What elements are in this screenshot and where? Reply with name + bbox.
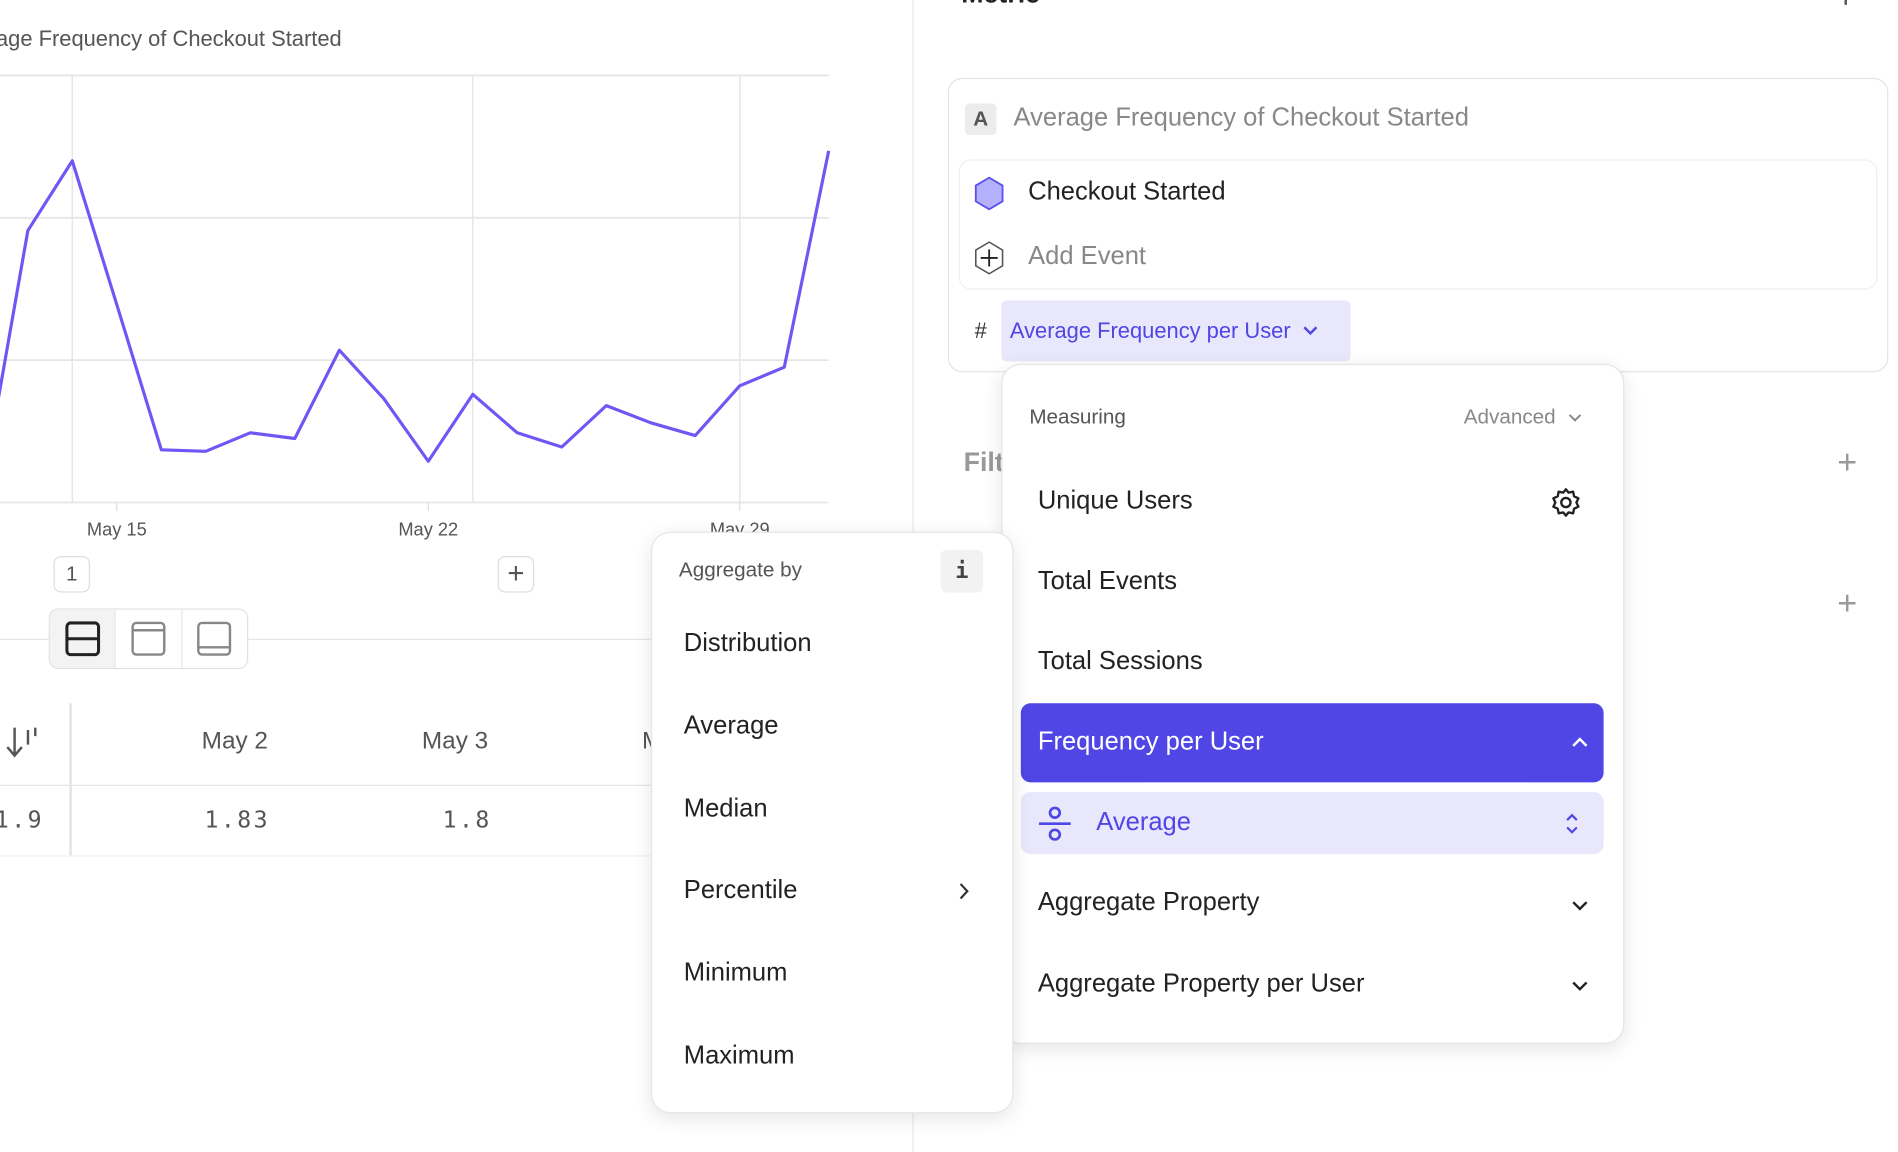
advanced-toggle[interactable]: Advanced (1464, 405, 1582, 429)
aggregation-select-label: Average (1096, 807, 1191, 836)
advanced-label: Advanced (1463, 405, 1556, 429)
menu-item-total-sessions[interactable]: Total Sessions (1037, 647, 1203, 676)
table-cell: 1.9 (0, 806, 45, 834)
add-event-button[interactable]: Add Event (1028, 242, 1147, 271)
layout-split-button[interactable] (49, 609, 116, 668)
metric-letter-badge: A (964, 103, 997, 136)
table-cell: 1.83 (204, 806, 270, 834)
panel-heading: Metric (961, 0, 1040, 10)
info-button[interactable]: i (940, 549, 984, 593)
numeric-icon: # (974, 318, 987, 344)
chevron-up-icon (1572, 737, 1588, 747)
event-item-checkout-started[interactable]: Checkout Started (1028, 177, 1226, 206)
aggregate-item-percentile[interactable]: Percentile (683, 876, 798, 905)
sort-descending-icon (6, 727, 37, 758)
sort-button[interactable] (5, 725, 42, 765)
event-list (958, 159, 1878, 290)
column-header[interactable]: May 3 (421, 727, 489, 755)
menu-item-aggregate-property-per-user[interactable]: Aggregate Property per User (1037, 969, 1365, 998)
info-icon: i (955, 558, 969, 585)
measuring-header: Measuring (1029, 405, 1126, 429)
layout-top-button[interactable] (116, 609, 183, 668)
page-number-button[interactable]: 1 (53, 556, 91, 593)
add-button[interactable]: + (497, 556, 535, 593)
up-down-chevron-icon (1566, 813, 1578, 834)
aggregate-item-maximum[interactable]: Maximum (683, 1041, 795, 1070)
event-hexagon-icon (974, 176, 1004, 211)
chevron-right-icon (959, 883, 969, 900)
measure-dropdown[interactable]: Average Frequency per User (1001, 300, 1351, 362)
table-cell: 1.8 (442, 806, 492, 834)
collapse-icon[interactable] (1844, 0, 1847, 5)
split-layout-icon (64, 621, 100, 657)
aggregate-by-menu (650, 531, 1014, 1114)
column-header[interactable]: May 2 (201, 727, 268, 755)
chevron-down-icon (1572, 981, 1588, 991)
menu-item-frequency-label: Frequency per User (1037, 727, 1264, 756)
add-event-icon[interactable] (973, 241, 1005, 275)
add-filter-button[interactable]: + (1837, 442, 1858, 481)
x-tick-label: May 22 (398, 519, 459, 541)
layout-toggle (48, 608, 249, 670)
chevron-down-icon (1303, 326, 1318, 336)
layout-bottom-button[interactable] (182, 610, 247, 668)
aggregate-item-distribution[interactable]: Distribution (683, 629, 812, 658)
chart-only-layout-icon (131, 621, 166, 656)
menu-item-total-events[interactable]: Total Events (1037, 566, 1178, 595)
aggregate-by-header: Aggregate by (678, 558, 802, 582)
chart-title: Average Frequency of Checkout Started (0, 26, 342, 52)
table-only-layout-icon (197, 621, 232, 656)
filter-heading: Filter (963, 446, 1005, 477)
menu-item-aggregate-property[interactable]: Aggregate Property (1037, 888, 1260, 917)
menu-item-frequency-per-user[interactable] (1020, 703, 1604, 783)
aggregate-item-minimum[interactable]: Minimum (683, 958, 788, 987)
plus-icon: + (507, 557, 525, 591)
aggregate-item-median[interactable]: Median (683, 794, 768, 823)
add-breakdown-button[interactable]: + (1837, 584, 1858, 622)
gear-icon[interactable] (1550, 487, 1582, 519)
aggregate-item-average[interactable]: Average (683, 711, 779, 740)
x-tick-label: May 15 (86, 519, 147, 541)
divide-average-icon (1039, 806, 1071, 841)
chevron-down-icon (1572, 901, 1588, 911)
aggregation-select[interactable] (1020, 792, 1604, 855)
line-chart (0, 74, 831, 512)
measure-dropdown-label: Average Frequency per User (1009, 318, 1291, 343)
series-line (0, 150, 831, 463)
menu-item-unique-users[interactable]: Unique Users (1037, 486, 1193, 515)
chevron-down-icon (1568, 413, 1581, 422)
metric-name-input[interactable]: Average Frequency of Checkout Started (1013, 103, 1469, 132)
